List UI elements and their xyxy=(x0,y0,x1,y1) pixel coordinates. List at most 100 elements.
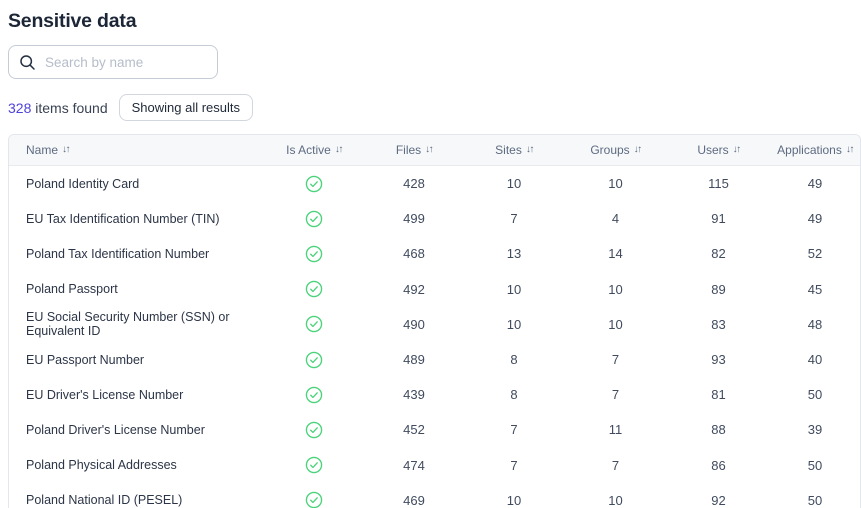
sort-icon: ↓↑ xyxy=(425,144,434,155)
column-header-files[interactable]: Files ↓↑ xyxy=(364,143,464,157)
column-header-applications[interactable]: Applications ↓↑ xyxy=(770,143,860,157)
cell-groups: 10 xyxy=(608,281,623,297)
active-check-icon xyxy=(305,386,323,403)
column-header-groups[interactable]: Groups ↓↑ xyxy=(564,143,667,157)
table-row[interactable]: EU Social Security Number (SSN) or Equiv… xyxy=(9,307,860,342)
results-count-text: 328 items found xyxy=(8,100,108,116)
cell-files: 439 xyxy=(403,387,425,403)
table-row[interactable]: Poland Physical Addresses 474 7 7 86 50 xyxy=(9,448,860,483)
active-check-icon xyxy=(305,351,323,368)
cell-files: 469 xyxy=(403,492,425,508)
search-box[interactable] xyxy=(8,45,218,79)
column-header-label: Applications xyxy=(777,143,842,157)
cell-is-active xyxy=(264,175,364,193)
results-count-suffix: items found xyxy=(31,99,108,116)
cell-name: Poland Driver's License Number xyxy=(26,422,205,437)
column-header-label: Users xyxy=(697,143,729,157)
cell-applications: 50 xyxy=(807,492,823,508)
cell-files: 492 xyxy=(403,281,425,297)
cell-users: 92 xyxy=(711,492,726,508)
table-header-row: Name ↓↑ Is Active ↓↑ Files ↓↑ Sites ↓↑ G… xyxy=(9,135,860,166)
cell-name: EU Social Security Number (SSN) or Equiv… xyxy=(26,310,230,339)
cell-applications: 48 xyxy=(807,316,823,332)
cell-sites: 7 xyxy=(510,422,518,438)
column-header-label: Is Active xyxy=(286,143,331,157)
cell-is-active xyxy=(264,456,364,474)
column-header-users[interactable]: Users ↓↑ xyxy=(667,143,770,157)
sort-icon: ↓↑ xyxy=(525,144,535,155)
cell-is-active xyxy=(264,280,364,298)
cell-sites: 7 xyxy=(510,211,518,227)
cell-files: 428 xyxy=(403,176,425,192)
table-row[interactable]: EU Passport Number 489 8 7 93 40 xyxy=(9,342,860,377)
cell-is-active xyxy=(264,351,364,369)
page-title: Sensitive data xyxy=(8,10,137,32)
cell-groups: 7 xyxy=(611,457,620,473)
table-row[interactable]: Poland National ID (PESEL) 469 10 10 92 … xyxy=(9,483,860,508)
cell-users: 93 xyxy=(711,352,726,368)
column-header-name[interactable]: Name ↓↑ xyxy=(9,143,264,157)
cell-groups: 10 xyxy=(608,316,623,332)
table-row[interactable]: Poland Driver's License Number 452 7 11 … xyxy=(9,412,860,447)
cell-groups: 7 xyxy=(611,352,620,368)
cell-applications: 40 xyxy=(807,352,823,368)
column-header-is-active[interactable]: Is Active ↓↑ xyxy=(264,143,364,157)
cell-name: Poland Physical Addresses xyxy=(26,458,177,473)
cell-users: 82 xyxy=(711,246,726,262)
active-check-icon xyxy=(305,492,323,508)
cell-is-active xyxy=(264,210,364,228)
cell-is-active xyxy=(264,245,364,263)
cell-files: 499 xyxy=(403,211,425,227)
column-header-label: Files xyxy=(395,143,422,157)
table-body: Poland Identity Card 428 10 10 115 49 EU… xyxy=(9,166,860,508)
table-row[interactable]: Poland Tax Identification Number 468 13 … xyxy=(9,236,860,271)
cell-is-active xyxy=(264,386,364,404)
cell-groups: 10 xyxy=(608,176,623,192)
sort-icon: ↓↑ xyxy=(732,144,742,155)
table-row[interactable]: Poland Identity Card 428 10 10 115 49 xyxy=(9,166,860,201)
active-check-icon xyxy=(305,316,323,333)
cell-users: 86 xyxy=(711,457,726,473)
cell-files: 490 xyxy=(403,316,425,332)
cell-sites: 7 xyxy=(510,457,518,473)
active-check-icon xyxy=(305,456,323,474)
table-row[interactable]: EU Tax Identification Number (TIN) 499 7… xyxy=(9,201,860,236)
sort-icon: ↓↑ xyxy=(62,144,71,155)
cell-sites: 8 xyxy=(510,387,518,403)
cell-users: 88 xyxy=(711,422,726,438)
table-row[interactable]: Poland Passport 492 10 10 89 45 xyxy=(9,272,860,307)
showing-all-results-button[interactable]: Showing all results xyxy=(118,94,254,121)
results-count: 328 xyxy=(8,99,32,116)
cell-users: 91 xyxy=(711,211,726,227)
cell-name: Poland Identity Card xyxy=(26,176,140,191)
cell-sites: 10 xyxy=(506,492,522,508)
cell-applications: 52 xyxy=(807,246,823,262)
cell-name: EU Driver's License Number xyxy=(26,387,184,402)
cell-groups: 10 xyxy=(608,492,623,508)
cell-users: 81 xyxy=(711,387,726,403)
column-header-label: Groups xyxy=(590,143,630,157)
column-header-label: Name xyxy=(26,143,59,157)
cell-sites: 10 xyxy=(506,281,522,297)
cell-sites: 10 xyxy=(506,316,522,332)
sort-icon: ↓↑ xyxy=(845,144,855,155)
active-check-icon xyxy=(305,210,323,228)
active-check-icon xyxy=(305,175,323,192)
cell-files: 468 xyxy=(403,246,425,262)
active-check-icon xyxy=(305,280,323,298)
cell-is-active xyxy=(264,421,364,439)
cell-applications: 45 xyxy=(807,281,823,297)
cell-name: Poland Tax Identification Number xyxy=(26,246,210,261)
cell-name: Poland National ID (PESEL) xyxy=(26,493,183,508)
cell-applications: 39 xyxy=(807,422,823,438)
search-input[interactable] xyxy=(45,54,207,70)
cell-users: 89 xyxy=(711,281,726,297)
cell-applications: 50 xyxy=(807,457,823,473)
cell-groups: 4 xyxy=(611,211,620,227)
table-row[interactable]: EU Driver's License Number 439 8 7 81 50 xyxy=(9,377,860,412)
cell-groups: 7 xyxy=(611,387,620,403)
cell-groups: 11 xyxy=(608,422,623,438)
cell-files: 474 xyxy=(403,457,425,473)
column-header-sites[interactable]: Sites ↓↑ xyxy=(464,143,564,157)
